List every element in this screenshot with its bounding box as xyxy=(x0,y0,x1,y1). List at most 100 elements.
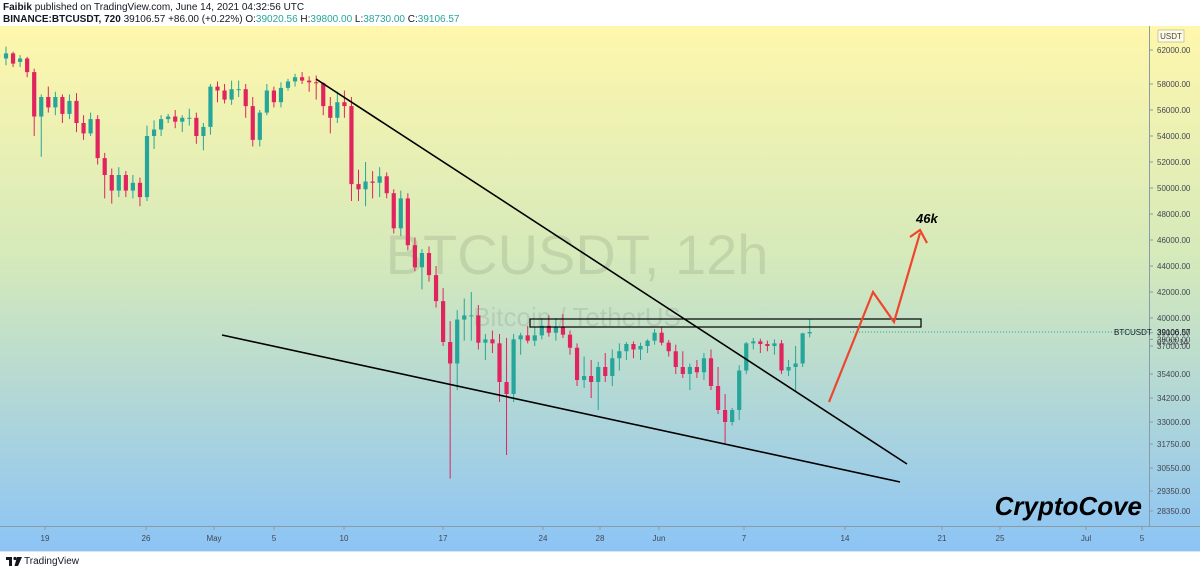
price-label-value: 39106.57 xyxy=(1157,328,1191,337)
candle-body xyxy=(222,90,227,100)
candle-body xyxy=(300,77,305,81)
watermark-title: BTCUSDT, 12h xyxy=(386,223,769,286)
currency-label: USDT xyxy=(1160,32,1182,41)
time-tick-label: 17 xyxy=(439,534,448,543)
candle-body xyxy=(469,315,474,317)
candle-body xyxy=(574,347,580,380)
close-value: 39106.57 xyxy=(417,14,460,25)
candle-body xyxy=(215,86,220,91)
candle-body xyxy=(116,175,121,191)
candle-body xyxy=(448,342,453,364)
candle-body xyxy=(476,315,481,343)
time-tick-label: 14 xyxy=(841,534,850,543)
candle-body xyxy=(243,89,248,107)
candle-body xyxy=(292,77,298,82)
candle-body xyxy=(539,325,544,336)
candle-body xyxy=(596,367,601,382)
candle-body xyxy=(3,53,9,59)
candle-body xyxy=(652,332,657,341)
candle-body xyxy=(10,53,16,64)
time-tick-label: 24 xyxy=(539,534,548,543)
price-tick-label: 58000.00 xyxy=(1157,80,1191,89)
resistance-box[interactable] xyxy=(529,318,922,328)
price-tick-label: 42000.00 xyxy=(1157,288,1191,297)
high-value: 39800.00 xyxy=(310,14,353,25)
candle-body xyxy=(363,181,368,190)
price-tick-label: 48000.00 xyxy=(1157,210,1191,219)
candle-body xyxy=(60,97,65,114)
price-tick-label: 50000.00 xyxy=(1157,184,1191,193)
upper-trendline[interactable] xyxy=(315,78,908,465)
candle-body xyxy=(67,100,72,114)
candle-body xyxy=(102,158,107,175)
symbol-info: BINANCE:BTCUSDT, 720 39106.57 +86.00 (+0… xyxy=(3,14,459,25)
tradingview-logo-icon[interactable] xyxy=(6,555,22,567)
open-value: 39020.56 xyxy=(255,14,298,25)
price-tick-label: 54000.00 xyxy=(1157,132,1191,141)
time-tick-label: May xyxy=(206,534,221,543)
candle-body xyxy=(589,376,594,382)
candle-body xyxy=(173,116,178,122)
projection-path[interactable] xyxy=(827,232,922,403)
candle-body xyxy=(680,367,685,374)
time-tick-label: 7 xyxy=(742,534,747,543)
price-tick-label: 30550.00 xyxy=(1157,464,1191,473)
candle-body xyxy=(398,198,403,229)
candle-body xyxy=(18,58,23,62)
close-label: C: xyxy=(407,14,418,25)
candle-body xyxy=(25,58,30,73)
time-tick-label: Jun xyxy=(653,534,666,543)
candle-body xyxy=(617,351,622,359)
candle-body xyxy=(144,136,150,198)
time-tick-label: 25 xyxy=(996,534,1005,543)
tradingview-brand[interactable]: TradingView xyxy=(24,556,80,567)
candle-body xyxy=(250,106,255,140)
candle-body xyxy=(328,106,333,118)
price-change: +86.00 (+0.22%) xyxy=(168,14,243,25)
candle-body xyxy=(285,81,291,88)
candle-body xyxy=(567,334,573,348)
candle-body xyxy=(39,97,44,117)
candle-body xyxy=(271,90,276,103)
price-tick-label: 29350.00 xyxy=(1157,487,1191,496)
price-tick-label: 28350.00 xyxy=(1157,507,1191,516)
candle-body xyxy=(201,126,206,136)
candle-body xyxy=(779,343,784,371)
candle-body xyxy=(433,275,439,302)
candle-body xyxy=(377,176,382,183)
price-label-countdown: 07:27:14 xyxy=(1157,338,1189,347)
candle-body xyxy=(504,382,509,394)
candle-body xyxy=(109,175,114,191)
candle-body xyxy=(314,82,319,84)
projection-arrowhead xyxy=(909,228,928,244)
price-chart[interactable]: BTCUSDT, 12h Bitcoin / TetherUS 46k 2835… xyxy=(0,26,1200,551)
candle-body xyxy=(81,123,86,134)
candle-body xyxy=(356,184,361,190)
time-tick-label: 21 xyxy=(938,534,947,543)
time-tick-label: 19 xyxy=(41,534,50,543)
candle-body xyxy=(737,370,742,410)
candle-body xyxy=(645,340,650,346)
candle-body xyxy=(694,367,699,373)
candle-body xyxy=(405,198,410,246)
chart-background xyxy=(0,26,1200,551)
candle-body xyxy=(603,367,608,376)
price-tick-label: 37000.00 xyxy=(1157,342,1191,351)
time-tick-label: 26 xyxy=(142,534,151,543)
lower-trendline[interactable] xyxy=(221,334,901,483)
low-label: L: xyxy=(354,14,364,25)
candle-body xyxy=(384,176,389,194)
open-label: O: xyxy=(245,14,256,25)
author-name[interactable]: Faibik xyxy=(3,2,32,13)
symbol-label: BINANCE:BTCUSDT, 720 xyxy=(3,14,121,25)
candle-body xyxy=(123,175,128,191)
candle-body xyxy=(715,386,721,410)
price-tick-label: 33000.00 xyxy=(1157,418,1191,427)
candle-body xyxy=(441,301,446,343)
candle-body xyxy=(419,253,425,268)
price-tick-label: 34200.00 xyxy=(1157,394,1191,403)
candle-body xyxy=(758,341,763,345)
candle-body xyxy=(229,89,234,100)
candle-body xyxy=(807,332,812,334)
